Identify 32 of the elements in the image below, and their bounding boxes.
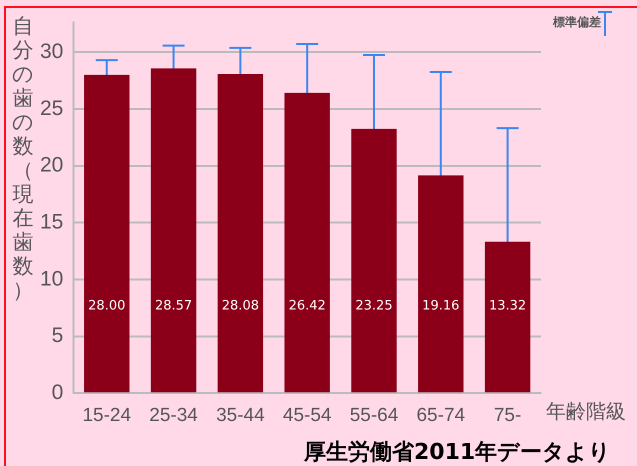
data-label: 23.25 (355, 298, 393, 314)
y-tick-label: 10 (40, 267, 64, 290)
data-label: 28.57 (154, 298, 192, 314)
y-tick-label: 25 (40, 96, 64, 120)
bar (484, 242, 530, 392)
bar (418, 175, 464, 392)
y-tick-label: 30 (40, 40, 64, 63)
bar (351, 128, 397, 392)
y-tick-label: 5 (52, 324, 64, 348)
y-tick-label: 20 (40, 154, 64, 177)
x-tick-label: 55-64 (350, 404, 399, 426)
x-tick-label: 75- (494, 404, 522, 426)
data-label: 28.08 (222, 298, 259, 314)
x-tick-label: 25-34 (149, 404, 198, 426)
bar (218, 74, 264, 392)
data-label: 19.16 (422, 298, 460, 314)
bar (284, 92, 330, 392)
bar (84, 74, 130, 392)
x-tick-label: 65-74 (416, 404, 466, 426)
y-tick-label: 0 (52, 380, 64, 404)
bar (150, 68, 196, 392)
x-tick-label: 35-44 (216, 404, 266, 426)
legend-title: 標準偏差 (553, 14, 601, 31)
data-label: 28.00 (88, 298, 126, 314)
text: 厚生労働省2011年データより (304, 439, 612, 466)
x-tick-label: 45-54 (282, 404, 332, 426)
x-tick-label: 15-24 (82, 404, 132, 426)
y-tick-label: 15 (40, 210, 64, 234)
text: 自分の歯の数（現在歯数） (12, 14, 34, 302)
data-label: 13.32 (488, 298, 526, 314)
data-label: 26.42 (288, 298, 326, 314)
x-axis-title: 年齢階級 (546, 398, 626, 425)
